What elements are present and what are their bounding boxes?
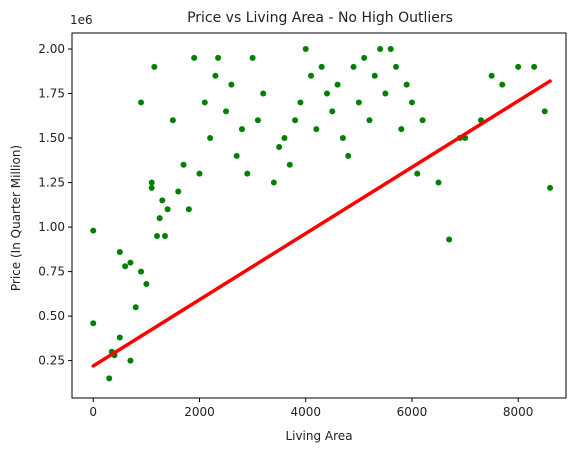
- y-tick-label: 1.50: [38, 131, 65, 145]
- data-point: [148, 184, 155, 191]
- data-point: [414, 170, 421, 177]
- data-point: [233, 152, 240, 159]
- data-point: [499, 81, 506, 88]
- chart-title: Price vs Living Area - No High Outliers: [187, 10, 453, 26]
- data-point: [180, 161, 187, 168]
- data-point: [143, 281, 150, 288]
- data-point: [138, 268, 145, 275]
- data-point: [148, 179, 155, 186]
- data-point: [377, 46, 384, 53]
- y-tick-label: 1.25: [38, 176, 65, 190]
- data-point: [161, 232, 168, 239]
- y-tick-label: 0.50: [38, 309, 65, 323]
- data-point: [313, 126, 320, 133]
- regression-line: [91, 79, 552, 368]
- data-point: [164, 206, 171, 213]
- x-tick-label: 2000: [184, 405, 215, 419]
- y-tick-label: 0.75: [38, 265, 65, 279]
- data-point: [308, 72, 315, 79]
- data-point: [387, 46, 394, 53]
- data-point: [531, 63, 538, 70]
- data-point: [393, 63, 400, 70]
- data-point: [212, 72, 219, 79]
- data-point: [419, 117, 426, 124]
- data-point: [215, 54, 222, 61]
- x-tick-label: 4000: [290, 405, 321, 419]
- points-layer: [90, 46, 554, 382]
- data-point: [260, 90, 267, 97]
- data-point: [127, 259, 134, 266]
- data-point: [223, 108, 230, 115]
- x-axis-label: Living Area: [285, 429, 352, 443]
- y-axis-ticks: 0.25 0.50 0.75 1.00 1.25 1.50 1.75 2.00: [38, 42, 72, 368]
- data-point: [138, 99, 145, 106]
- data-point: [366, 117, 373, 124]
- y-offset-label: 1e6: [70, 13, 93, 27]
- data-point: [371, 72, 378, 79]
- data-point: [122, 263, 129, 270]
- data-point: [106, 375, 113, 382]
- y-tick-label: 0.25: [38, 354, 65, 368]
- plot-area: [71, 32, 567, 399]
- data-point: [244, 170, 251, 177]
- data-point: [339, 135, 346, 142]
- data-point: [329, 108, 336, 115]
- data-point: [403, 81, 410, 88]
- data-point: [297, 99, 304, 106]
- data-point: [345, 152, 352, 159]
- data-point: [159, 197, 166, 204]
- data-point: [270, 179, 277, 186]
- data-point: [318, 63, 325, 70]
- data-point: [547, 184, 554, 191]
- data-point: [446, 236, 453, 243]
- data-point: [151, 63, 158, 70]
- data-point: [116, 249, 123, 255]
- data-point: [435, 179, 442, 186]
- data-point: [175, 188, 182, 195]
- data-point: [382, 90, 389, 97]
- data-point: [228, 81, 235, 88]
- data-point: [127, 357, 134, 364]
- data-point: [169, 117, 176, 124]
- data-point: [196, 170, 203, 177]
- data-point: [156, 215, 163, 222]
- data-point: [408, 99, 415, 106]
- x-tick-label: 8000: [503, 405, 534, 419]
- data-point: [90, 320, 97, 327]
- x-tick-label: 6000: [397, 405, 428, 419]
- data-point: [488, 72, 495, 79]
- data-point: [276, 143, 283, 150]
- data-point: [334, 81, 341, 88]
- y-tick-label: 1.00: [38, 220, 65, 234]
- data-point: [355, 99, 362, 106]
- data-point: [541, 108, 548, 115]
- data-point: [292, 117, 299, 124]
- data-point: [207, 135, 214, 142]
- data-point: [286, 161, 293, 168]
- data-point: [361, 54, 368, 61]
- data-point: [185, 206, 192, 213]
- data-point: [191, 54, 198, 61]
- data-point: [323, 90, 330, 97]
- data-point: [90, 227, 97, 234]
- y-tick-label: 1.75: [38, 87, 65, 101]
- data-point: [515, 63, 522, 70]
- data-point: [302, 46, 309, 53]
- data-point: [153, 232, 160, 239]
- y-axis-label: Price (In Quarter Million): [9, 145, 23, 291]
- data-point: [254, 117, 261, 124]
- data-point: [249, 54, 256, 61]
- data-point: [201, 99, 208, 106]
- data-point: [116, 334, 123, 341]
- data-point: [281, 135, 288, 142]
- x-axis-ticks: 0 2000 4000 6000 8000: [89, 398, 533, 419]
- data-point: [132, 304, 139, 311]
- y-tick-label: 2.00: [38, 42, 65, 56]
- data-point: [238, 126, 245, 133]
- plot-frame: [71, 32, 567, 399]
- x-tick-label: 0: [89, 405, 97, 419]
- data-point: [350, 63, 357, 70]
- data-point: [398, 126, 405, 133]
